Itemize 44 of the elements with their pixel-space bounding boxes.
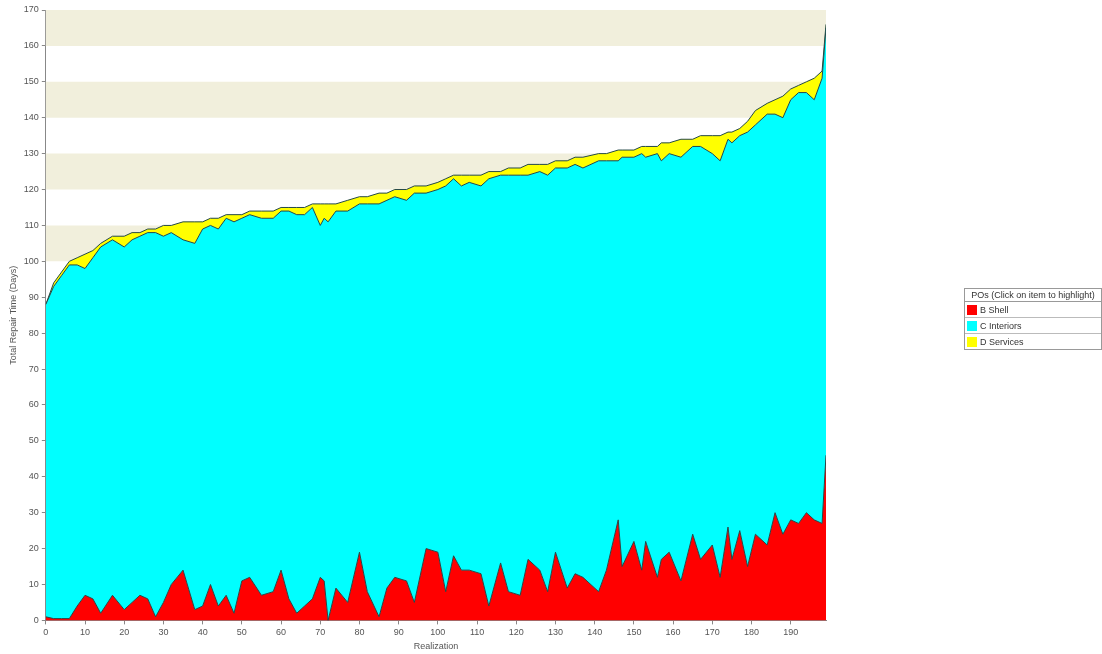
x-tick-label: 170 (704, 627, 720, 638)
x-tick-label: 50 (236, 627, 247, 638)
y-tick-label: 150 (23, 76, 39, 87)
x-axis-title: Realization (413, 641, 459, 652)
y-tick-label: 170 (23, 4, 39, 15)
x-tick-label: 70 (315, 627, 326, 638)
legend-label: C Interiors (980, 320, 1022, 331)
x-tick-label: 110 (469, 627, 485, 638)
y-tick-label: 40 (28, 471, 39, 482)
x-tick-label: 180 (743, 627, 760, 638)
y-tick-label: 70 (28, 363, 39, 374)
x-tick-label: 190 (783, 627, 799, 638)
y-tick-label: 20 (28, 543, 39, 554)
legend-label: B Shell (980, 304, 1009, 315)
x-tick-label: 80 (354, 627, 365, 638)
y-tick-label: 160 (23, 40, 39, 51)
y-tick-label: 90 (28, 291, 39, 302)
x-tick-label: 100 (430, 627, 446, 638)
y-tick-label: 10 (28, 578, 39, 589)
y-tick-label: 0 (33, 614, 39, 625)
x-tick-label: 60 (276, 627, 287, 638)
x-tick-label: 30 (158, 627, 169, 638)
y-tick-label: 140 (23, 112, 39, 123)
y-tick-label: 120 (23, 184, 39, 195)
x-tick-label: 130 (547, 627, 563, 638)
y-tick-label: 80 (28, 327, 39, 338)
y-tick-label: 60 (28, 399, 39, 410)
x-tick-label: 10 (80, 627, 91, 638)
y-tick-label: 100 (23, 255, 39, 266)
x-tick-label: 150 (626, 627, 642, 638)
legend-label: D Services (980, 336, 1024, 347)
x-tick-label: 160 (665, 627, 681, 638)
x-tick-label: 90 (393, 627, 404, 638)
x-tick-label: 20 (119, 627, 130, 638)
legend-title: POs (Click on item to highlight) (965, 289, 1101, 302)
y-tick-label: 30 (28, 507, 39, 518)
y-tick-label: 50 (28, 435, 39, 446)
x-tick-label: 0 (43, 627, 49, 638)
y-tick-label: 110 (24, 219, 39, 230)
y-tick-label: 130 (23, 148, 39, 159)
x-tick-label: 140 (587, 627, 603, 638)
x-tick-label: 120 (508, 627, 524, 638)
y-axis-title: Total Repair Time (Days) (7, 265, 18, 365)
x-tick-label: 40 (197, 627, 208, 638)
